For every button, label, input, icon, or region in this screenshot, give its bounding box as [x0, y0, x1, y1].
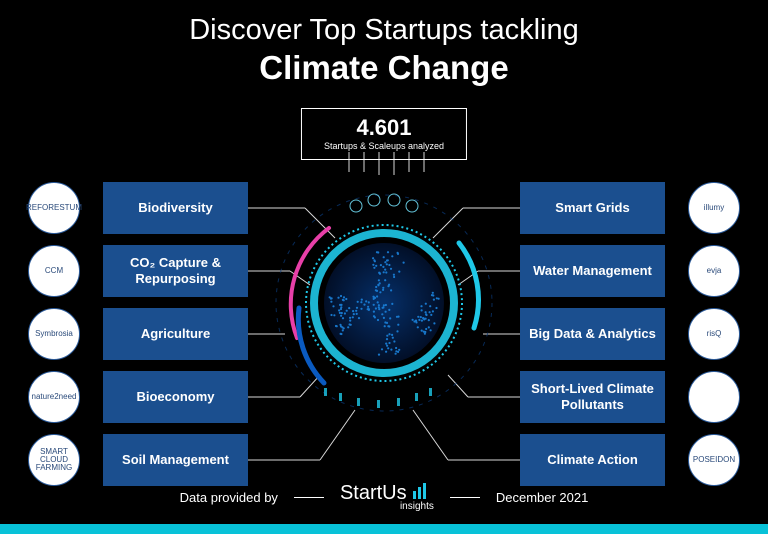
right-categories: Smart Grids Water Management Big Data & … [520, 182, 665, 486]
globe-graphic [269, 188, 499, 418]
title-block: Discover Top Startups tackling Climate C… [0, 0, 768, 87]
startup-logo: risQ [688, 308, 740, 360]
category-bioeconomy: Bioeconomy [103, 371, 248, 423]
category-water: Water Management [520, 245, 665, 297]
footer-prefix: Data provided by [180, 490, 278, 505]
right-column: Smart Grids Water Management Big Data & … [520, 182, 740, 486]
stat-box: 4.601 Startups & Scaleups analyzed [301, 108, 467, 160]
separator [450, 497, 480, 498]
bottom-accent-strip [0, 524, 768, 534]
brand-name: StartUs [340, 482, 407, 505]
category-agriculture: Agriculture [103, 308, 248, 360]
right-logos: illumy evja risQ POSEIDON [688, 182, 740, 486]
category-bigdata: Big Data & Analytics [520, 308, 665, 360]
separator [294, 497, 324, 498]
stat-value: 4.601 [324, 115, 444, 141]
startup-logo: evja [688, 245, 740, 297]
title-line-2: Climate Change [0, 49, 768, 87]
brand-bars-icon [413, 483, 426, 499]
startup-logo: Symbrosia [28, 308, 80, 360]
startup-logo: SMART CLOUD FARMING [28, 434, 80, 486]
footer: Data provided by StartUs insights Decemb… [0, 482, 768, 512]
startup-logo [688, 371, 740, 423]
footer-date: December 2021 [496, 490, 589, 505]
left-logos: REFORESTUM CCM Symbrosia nature2need SMA… [28, 182, 80, 486]
startup-logo: REFORESTUM [28, 182, 80, 234]
category-pollutants: Short-Lived Climate Pollutants [520, 371, 665, 423]
category-co2: CO₂ Capture & Repurposing [103, 245, 248, 297]
title-line-1: Discover Top Startups tackling [0, 14, 768, 47]
startup-logo: POSEIDON [688, 434, 740, 486]
category-smart-grids: Smart Grids [520, 182, 665, 234]
startup-logo: nature2need [28, 371, 80, 423]
left-column: REFORESTUM CCM Symbrosia nature2need SMA… [28, 182, 248, 486]
category-biodiversity: Biodiversity [103, 182, 248, 234]
stat-label: Startups & Scaleups analyzed [324, 141, 444, 151]
category-soil: Soil Management [103, 434, 248, 486]
startup-logo: CCM [28, 245, 80, 297]
category-climate-action: Climate Action [520, 434, 665, 486]
brand-block: StartUs insights [340, 482, 434, 512]
brand-sub: insights [400, 501, 434, 512]
startup-logo: illumy [688, 182, 740, 234]
left-categories: Biodiversity CO₂ Capture & Repurposing A… [103, 182, 248, 486]
